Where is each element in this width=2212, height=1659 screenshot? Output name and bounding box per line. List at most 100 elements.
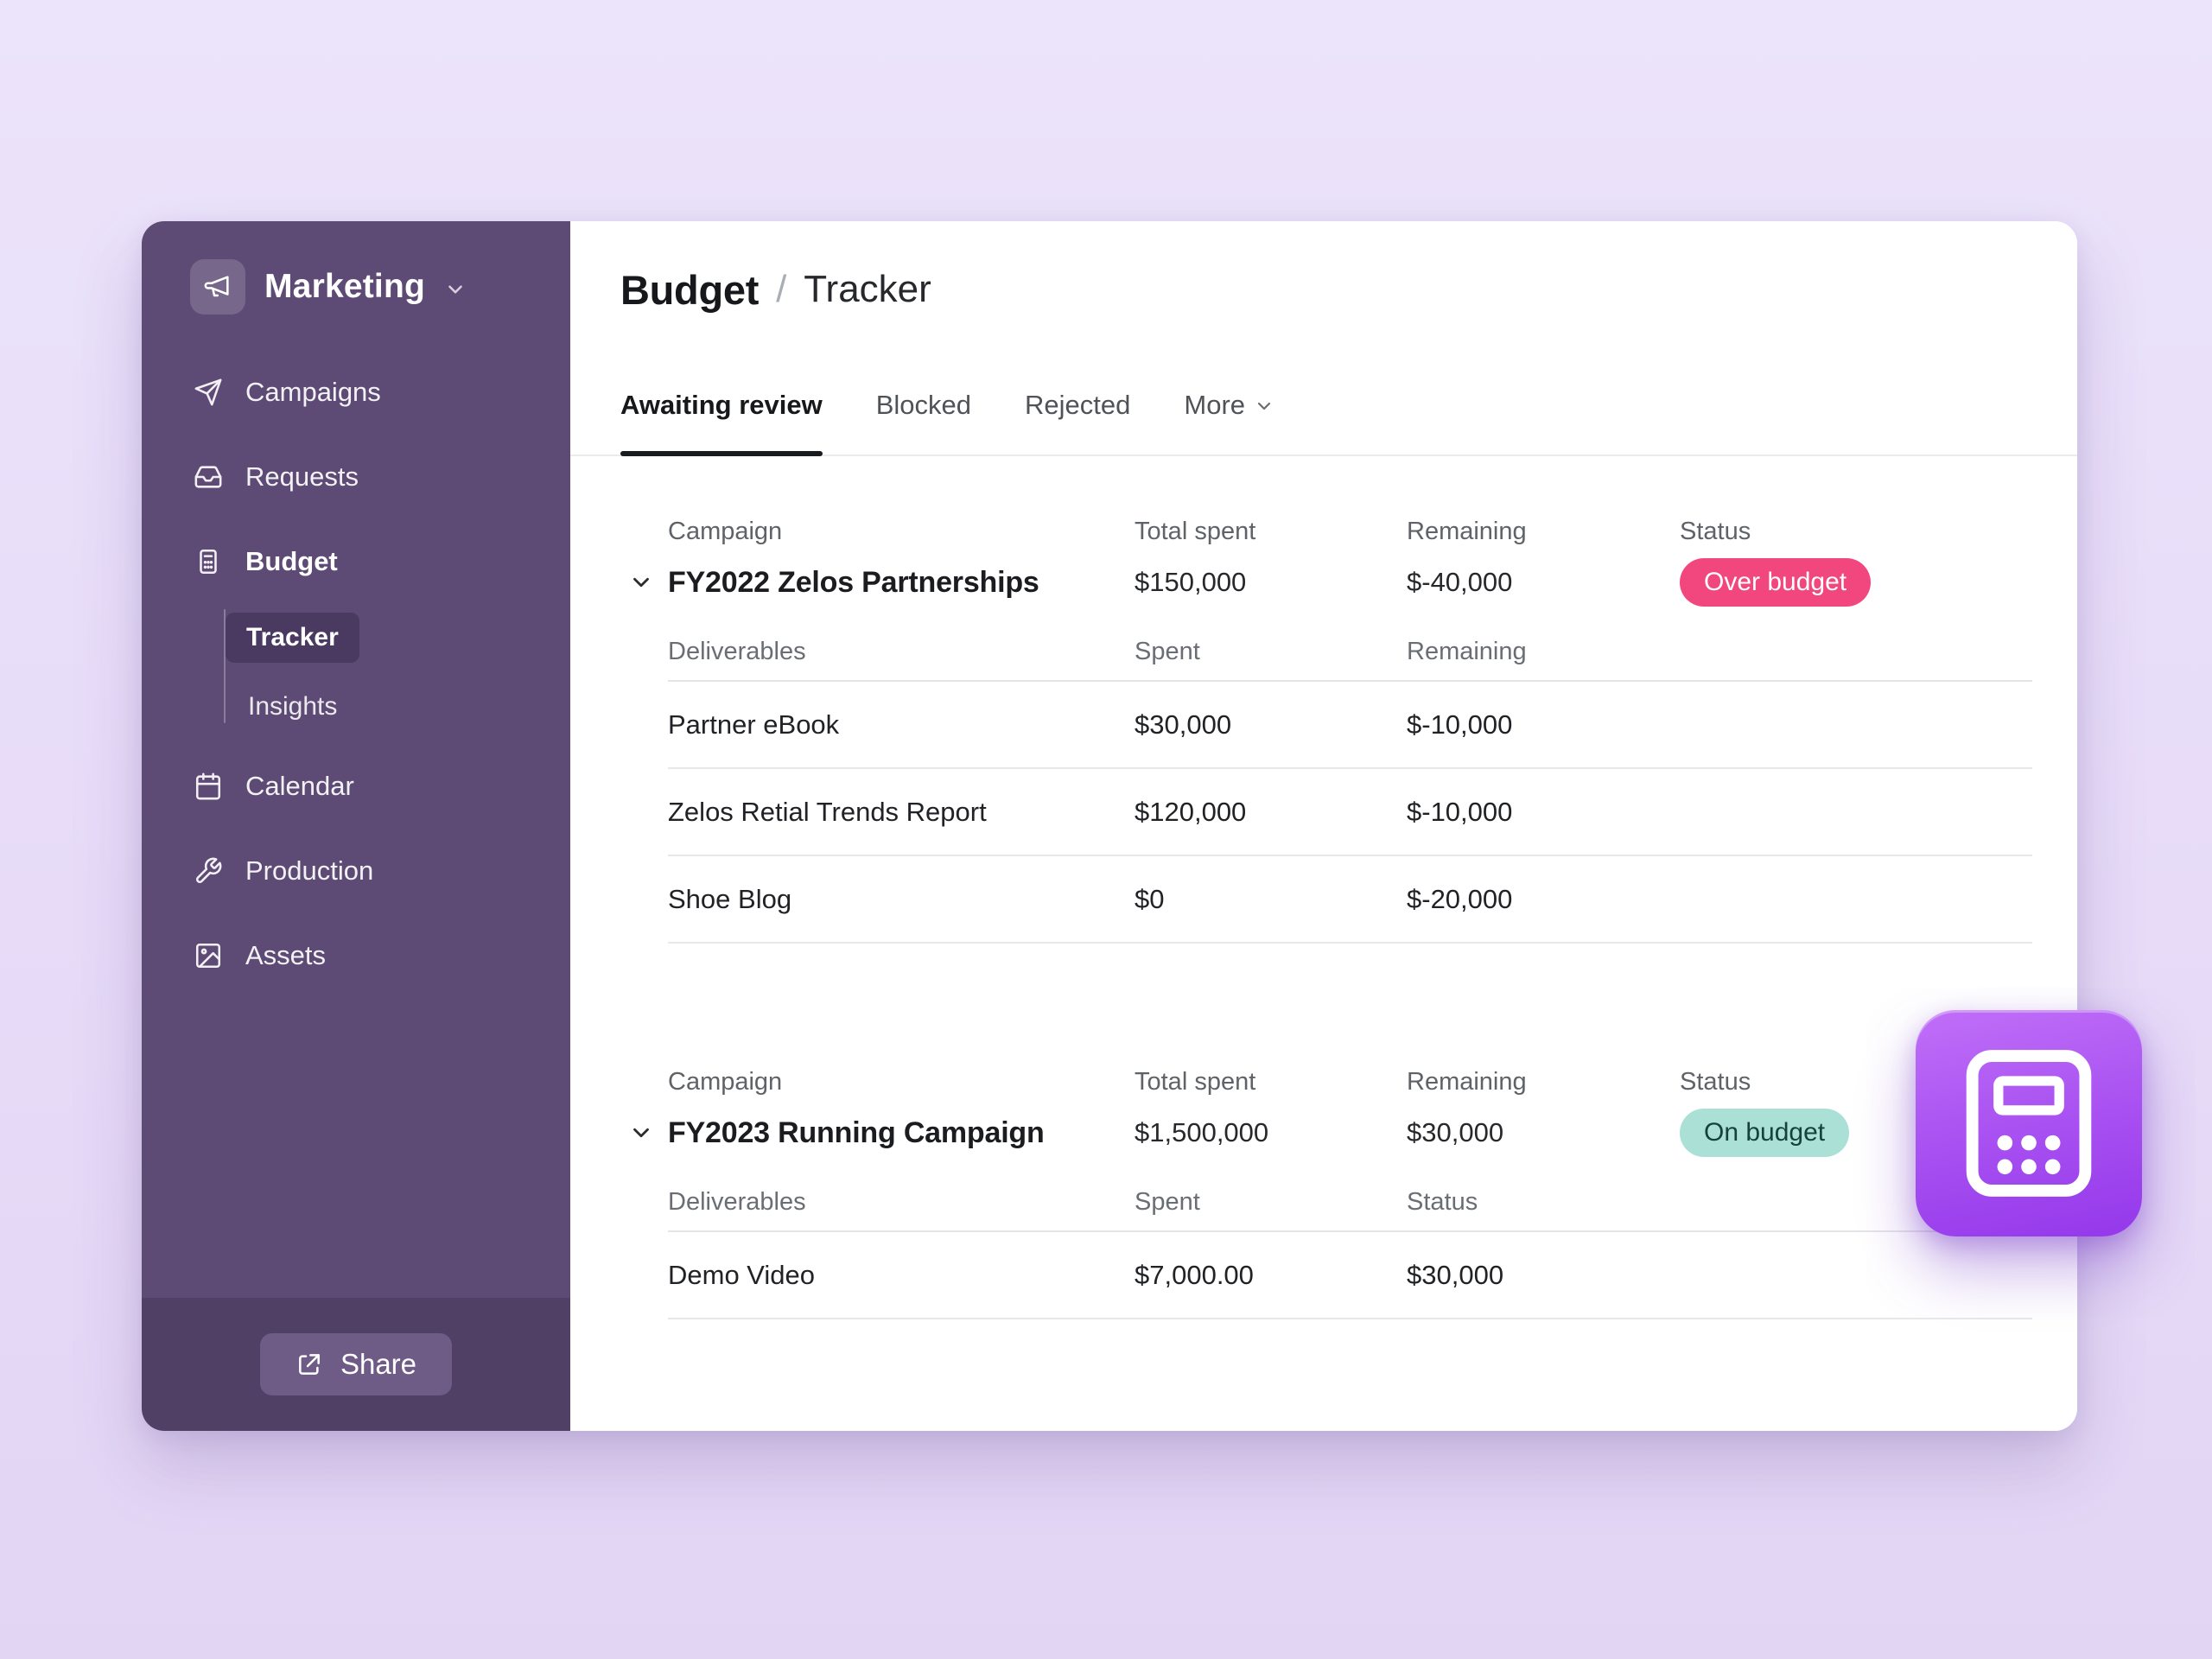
breadcrumb-budget[interactable]: Budget <box>620 266 760 313</box>
deliverables-header-row: Deliverables Spent Status <box>668 1166 2032 1232</box>
deliverable-name: Partner eBook <box>668 709 840 740</box>
subcol-spent: Spent <box>1135 1188 1200 1216</box>
sidebar-nav: Campaigns Requests Budget Tracker Insigh… <box>142 350 570 998</box>
sidebar-item-budget[interactable]: Budget <box>142 519 570 604</box>
deliverable-name: Shoe Blog <box>668 883 792 914</box>
deliverable-name: Demo Video <box>668 1259 816 1290</box>
col-campaign: Campaign <box>668 1067 783 1096</box>
col-status: Status <box>1680 517 1751 545</box>
deliverable-spent: $7,000.00 <box>1135 1259 1254 1290</box>
breadcrumb-separator: / <box>776 268 787 310</box>
deliverable-row: Zelos Retial Trends Report $120,000 $-10… <box>668 769 2032 856</box>
app-window: Marketing Campaigns Requests Budget <box>142 221 2077 1431</box>
tab-bar: Awaiting review Blocked Rejected More <box>570 388 2077 456</box>
calculator-icon <box>1966 1050 2092 1197</box>
campaign-name: FY2022 Zelos Partnerships <box>668 565 1039 599</box>
status-cell: On budget <box>1680 1109 2032 1157</box>
sidebar: Marketing Campaigns Requests Budget <box>142 221 570 1431</box>
subcol-remaining: Remaining <box>1407 638 1527 665</box>
deliverable-row: Shoe Blog $0 $-20,000 <box>668 856 2032 944</box>
campaign-row: FY2022 Zelos Partnerships $150,000 $-40,… <box>633 549 2032 616</box>
sidebar-footer: Share <box>142 1298 570 1431</box>
chevron-down-icon <box>444 278 467 301</box>
deliverable-remaining: $-20,000 <box>1407 883 1513 914</box>
campaign-total-spent: $150,000 <box>1135 567 1247 597</box>
share-button[interactable]: Share <box>260 1333 452 1395</box>
calendar-icon <box>195 772 221 800</box>
sidebar-item-requests[interactable]: Requests <box>142 435 570 519</box>
workspace-switcher[interactable]: Marketing <box>190 259 570 315</box>
inbox-icon <box>194 466 222 488</box>
tab-rejected[interactable]: Rejected <box>1025 388 1130 454</box>
tab-label: Awaiting review <box>620 390 823 420</box>
chevron-down-icon <box>1254 396 1274 416</box>
status-cell: Over budget <box>1680 558 2032 607</box>
paper-plane-icon <box>194 378 222 406</box>
col-total-spent: Total spent <box>1135 517 1256 545</box>
calculator-icon <box>200 549 217 575</box>
col-remaining: Remaining <box>1407 1067 1527 1096</box>
col-total-spent: Total spent <box>1135 1067 1256 1096</box>
deliverable-remaining: $-10,000 <box>1407 796 1513 827</box>
tab-blocked[interactable]: Blocked <box>876 388 971 454</box>
sidebar-item-label: Budget <box>245 546 338 576</box>
campaign-header-row: Campaign Total spent Remaining Status <box>668 1065 2032 1099</box>
collapse-chevron-icon[interactable] <box>628 569 654 595</box>
deliverable-status: $30,000 <box>1407 1259 1504 1290</box>
subnav-rule <box>224 609 226 723</box>
budget-tables: Campaign Total spent Remaining Status FY… <box>633 456 2032 1319</box>
sidebar-item-calendar[interactable]: Calendar <box>142 744 570 829</box>
image-icon <box>195 943 221 969</box>
campaign-name: FY2023 Running Campaign <box>668 1116 1045 1149</box>
deliverable-remaining: $-10,000 <box>1407 709 1513 740</box>
subcol-deliverables: Deliverables <box>668 638 806 665</box>
sidebar-item-label: Calendar <box>245 771 354 801</box>
main-content: Budget / Tracker Awaiting review Blocked… <box>570 221 2077 1431</box>
breadcrumb: Budget / Tracker <box>570 262 2077 317</box>
status-badge: On budget <box>1680 1109 1850 1157</box>
calculator-3d-badge <box>1916 1010 2142 1236</box>
sub-item-label: Insights <box>248 692 338 721</box>
col-status: Status <box>1680 1067 1751 1096</box>
status-badge: Over budget <box>1680 558 1872 607</box>
campaign-remaining: $-40,000 <box>1407 567 1513 597</box>
campaign-remaining: $30,000 <box>1407 1117 1504 1147</box>
campaign-block-fy2023: Campaign Total spent Remaining Status FY… <box>633 1065 2032 1319</box>
tab-label: Blocked <box>875 390 972 420</box>
megaphone-icon <box>190 259 245 315</box>
subcol-deliverables: Deliverables <box>668 1188 806 1216</box>
col-remaining: Remaining <box>1407 517 1527 545</box>
sidebar-item-label: Requests <box>245 461 359 492</box>
sidebar-item-label: Assets <box>245 940 327 970</box>
sidebar-nav-lower: Calendar Production Assets <box>142 744 570 998</box>
sidebar-item-tracker[interactable]: Tracker <box>226 613 359 663</box>
sidebar-item-campaigns[interactable]: Campaigns <box>142 350 570 435</box>
sidebar-item-label: Campaigns <box>245 377 381 407</box>
workspace-name: Marketing <box>264 268 426 305</box>
deliverable-spent: $30,000 <box>1135 709 1232 740</box>
deliverable-spent: $120,000 <box>1135 796 1247 827</box>
deliverable-row: Demo Video $7,000.00 $30,000 <box>668 1232 2032 1319</box>
sidebar-item-production[interactable]: Production <box>142 829 570 913</box>
campaign-block-fy2022: Campaign Total spent Remaining Status FY… <box>633 514 2032 944</box>
subcol-spent: Spent <box>1135 638 1200 665</box>
campaign-header-row: Campaign Total spent Remaining Status <box>668 514 2032 549</box>
tab-more[interactable]: More <box>1184 388 1274 454</box>
tab-label: More <box>1184 390 1246 420</box>
sidebar-item-label: Production <box>245 855 374 886</box>
campaign-name-cell: FY2022 Zelos Partnerships <box>633 565 1135 600</box>
deliverable-spent: $0 <box>1135 883 1165 914</box>
campaign-name-cell: FY2023 Running Campaign <box>633 1116 1135 1150</box>
sub-item-label: Tracker <box>246 623 339 652</box>
share-button-label: Share <box>340 1348 417 1380</box>
budget-subnav: Tracker Insights <box>142 604 570 732</box>
share-icon <box>299 1354 320 1375</box>
wrench-icon <box>196 857 222 883</box>
sidebar-item-insights[interactable]: Insights <box>226 682 337 732</box>
subcol-status: Status <box>1407 1188 1478 1216</box>
collapse-chevron-icon[interactable] <box>628 1120 654 1146</box>
sidebar-item-assets[interactable]: Assets <box>142 913 570 998</box>
campaign-row: FY2023 Running Campaign $1,500,000 $30,0… <box>633 1099 2032 1166</box>
deliverable-name: Zelos Retial Trends Report <box>668 796 987 827</box>
tab-awaiting-review[interactable]: Awaiting review <box>620 388 823 456</box>
